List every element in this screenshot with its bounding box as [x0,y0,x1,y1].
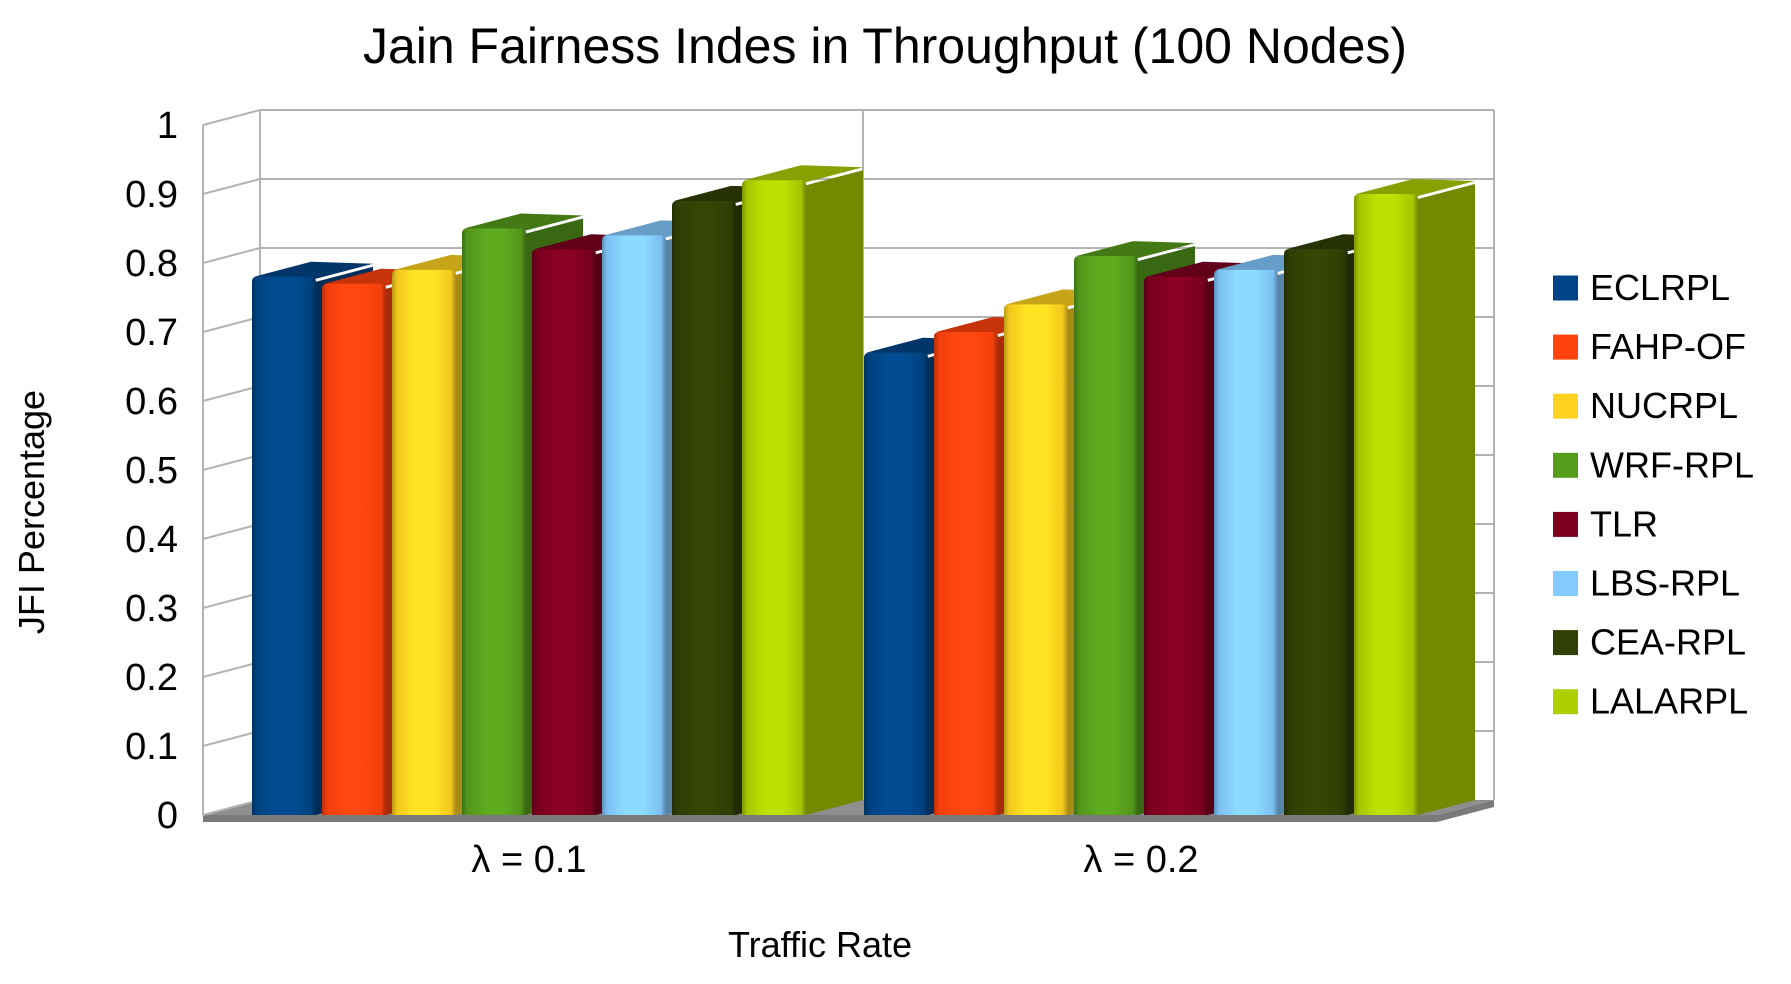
legend-swatch [1553,511,1578,537]
bar-LALARPL-cat2 [1354,179,1475,815]
legend-item-LALARPL: LALARPL [1553,681,1748,722]
legend-item-NUCRPL: NUCRPL [1553,385,1738,426]
legend-item-label: FAHP-OF [1590,326,1746,367]
bar-front-face [1284,249,1348,815]
bar-front-face [1074,256,1138,816]
wall-bottom-edge [202,799,261,816]
y-tick-label: 0.4 [125,519,178,561]
bar-top-face [254,261,373,279]
gridline-wall [202,178,261,195]
bar-front-face [1214,269,1278,815]
chart-floor-edge-right [1437,800,1494,822]
legend-swatch [1553,334,1578,360]
legend-item-label: CEA-RPL [1590,622,1746,663]
legend-item-label: NUCRPL [1590,385,1738,426]
y-tick-label: 1 [157,105,178,147]
legend-swatch [1553,452,1578,478]
gridline-wall [202,592,261,609]
gridline-wall [202,109,261,126]
x-axis-title: Traffic Rate [728,924,912,965]
legend-item-FAHP-OF: FAHP-OF [1553,326,1746,367]
gridline-wall [202,661,261,678]
y-tick-label: 0.6 [125,381,178,423]
legend-swatch [1553,571,1578,596]
axis-tick-labels: 0 0.1 0.2 0.3 0.4 0.5 0.6 0.7 0.8 0.9 1 λ = 0.1 λ = … [125,105,1198,881]
legend-swatch [1553,630,1578,656]
gridline-wall [202,454,261,471]
bar-front-face [864,352,928,815]
bar-LALARPL-cat1 [742,165,863,815]
gridline-wall [202,247,261,264]
bar-front-face [322,283,386,815]
bar-top-face [1356,179,1475,196]
x-category-label: λ = 0.2 [1083,839,1198,881]
gridline-wall [202,385,261,402]
bar-front-face [392,269,456,815]
bar-front-face [252,276,316,815]
y-tick-label: 0.3 [125,588,178,630]
legend-item-label: ECLRPL [1590,267,1730,308]
gridline-wall [202,316,261,333]
y-tick-label: 0.7 [125,312,178,354]
bar-front-face [1144,276,1208,815]
bar-front-face [602,235,666,815]
chart-title: Jain Fairness Indes in Throughput (100 N… [363,18,1407,74]
legend-item-label: WRF-RPL [1590,444,1754,485]
legend-swatch [1553,689,1578,715]
bar-front-face [532,249,596,815]
y-tick-label: 0.2 [125,657,178,699]
bar-top-face [464,213,583,231]
y-tick-label: 0.1 [125,726,178,768]
y-axis-title: JFI Percentage [11,390,52,634]
y-tick-label: 0.9 [125,174,178,216]
bar-front-face [672,200,736,815]
gridline-wall [202,730,261,747]
legend-item-ECLRPL: ECLRPL [1553,267,1730,308]
y-tick-label: 0.5 [125,450,178,492]
bar-side-face [1418,184,1475,815]
bar-front-face [742,180,806,815]
bar-top-face [1076,241,1195,259]
bar-front-face [934,332,998,815]
legend-item-label: TLR [1590,503,1658,544]
chart-floor-edge [203,815,1437,822]
bar-front-face [1354,194,1418,815]
legend-swatch [1553,393,1578,419]
bar-front-face [462,228,526,815]
bar-side-face [806,170,863,815]
y-tick-label: 0.8 [125,243,178,285]
x-category-label: λ = 0.1 [471,839,586,881]
legend: ECLRPL FAHP-OF NUCRPL WRF-RPL TLR LBS-RPL CEA-… [1553,267,1754,722]
y-tick-label: 0 [157,795,178,837]
legend-item-label: LBS-RPL [1590,563,1740,604]
bar-series [252,165,1475,816]
legend-item-label: LALARPL [1590,681,1748,722]
legend-item-WRF-RPL: WRF-RPL [1553,444,1754,485]
legend-item-LBS-RPL: LBS-RPL [1553,563,1740,604]
gridline-wall [202,523,261,540]
legend-item-CEA-RPL: CEA-RPL [1553,622,1746,663]
bar-top-face [744,165,863,183]
legend-item-TLR: TLR [1553,503,1658,544]
bar-front-face [1004,304,1068,815]
legend-swatch [1553,275,1578,301]
